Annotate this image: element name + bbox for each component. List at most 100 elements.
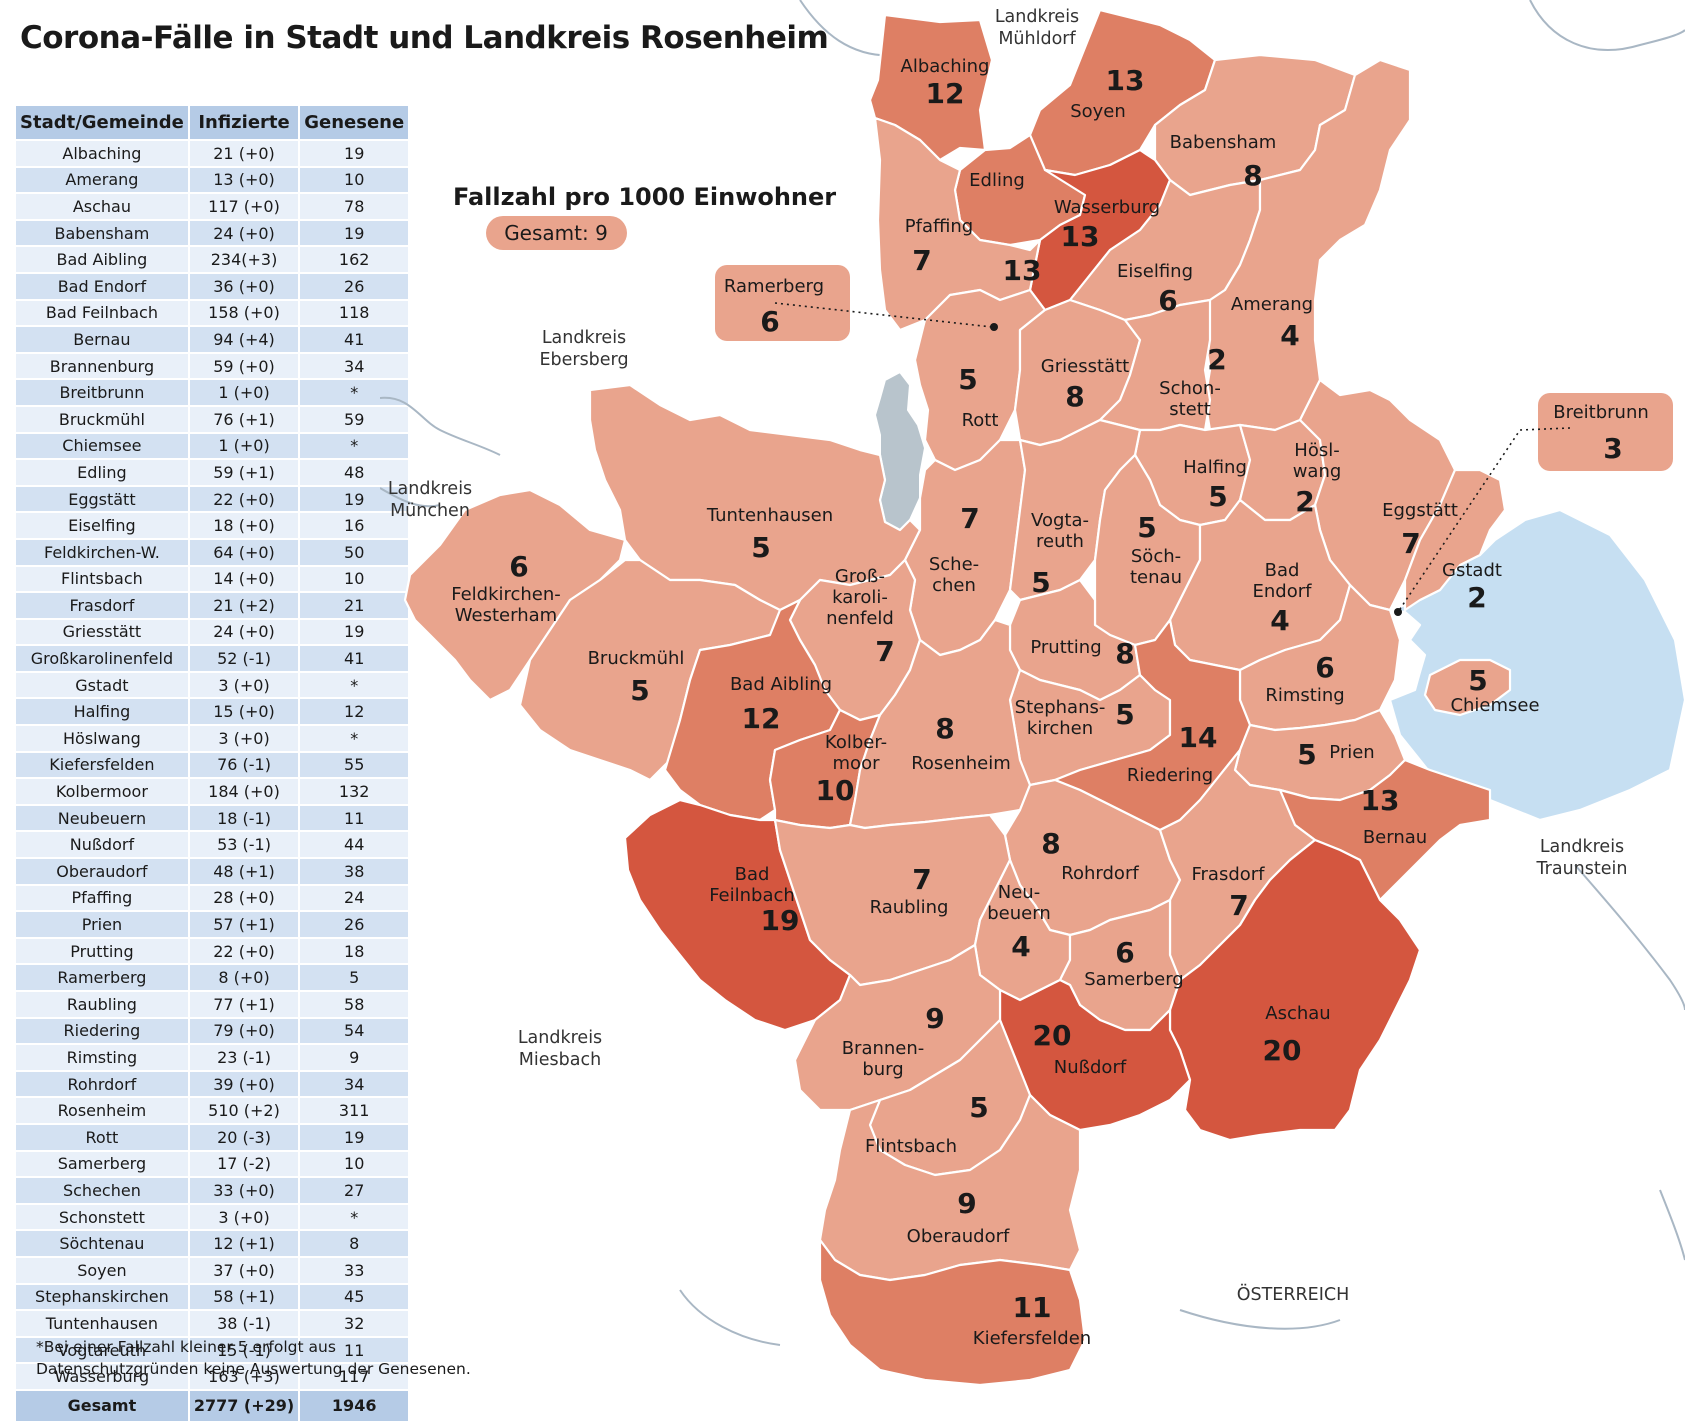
- table-row: Bernau 94 (+4) 41: [14, 325, 411, 354]
- region-name-line: moor: [833, 753, 881, 774]
- region-name-line: Feilnbach: [709, 885, 795, 906]
- cell-city: Stephanskirchen: [14, 1282, 190, 1312]
- cell-recovered: 27: [298, 1176, 411, 1205]
- region-value-brannenburg: 9: [925, 1002, 944, 1035]
- table-row: Edling 59 (+1) 48: [14, 458, 411, 487]
- region-label-soyen: Soyen: [1070, 101, 1126, 122]
- total-infected: 2777 (+29): [187, 1388, 301, 1423]
- cell-recovered: 34: [298, 1069, 411, 1099]
- cell-city: Eggstätt: [14, 484, 190, 514]
- region-value-schechen: 7: [960, 502, 979, 535]
- table-row: Eiselfing 18 (+0) 16: [14, 511, 411, 540]
- region-name-line: wang: [1293, 461, 1342, 482]
- column-header-city: Stadt/Gemeinde: [14, 104, 190, 141]
- neighbor-label: Landkreis Mühldorf: [995, 7, 1079, 49]
- region-value-vogtareuth: 5: [1031, 566, 1050, 599]
- column-header-recovered: Genesene: [298, 104, 411, 141]
- region-value-pfaffing: 7: [912, 244, 931, 277]
- cell-infected: 77 (+1): [187, 990, 301, 1019]
- region-name-line: Riedering: [1127, 765, 1213, 786]
- cell-city: Pfaffing: [14, 883, 190, 913]
- region-name-line: Prutting: [1030, 637, 1101, 658]
- table-row: Bruckmühl 76 (+1) 59: [14, 404, 411, 434]
- region-label-amerang: Amerang: [1231, 294, 1313, 315]
- region-name-line: Flintsbach: [865, 1136, 957, 1157]
- cell-infected: 33 (+0): [187, 1176, 301, 1205]
- cell-city: Aschau: [14, 192, 190, 221]
- cell-infected: 18 (+0): [187, 511, 301, 540]
- region-name-line: Tuntenhausen: [706, 505, 833, 526]
- region-label-grosskarolinenfeld: Groß-karoli-nenfeld: [826, 566, 894, 629]
- cell-recovered: 10: [298, 165, 411, 195]
- region-label-schonstett: Schon-stett: [1159, 378, 1221, 420]
- region-value-stephanskirchen: 5: [1115, 698, 1134, 731]
- region-label-edling: Edling: [969, 170, 1025, 191]
- legend-total-label: Gesamt: 9: [504, 221, 608, 245]
- cell-city: Soyen: [14, 1255, 190, 1285]
- cell-city: Bad Feilnbach: [14, 298, 190, 328]
- table-row: Nußdorf 53 (-1) 44: [14, 830, 411, 860]
- region-label-samerberg: Samerberg: [1084, 969, 1183, 990]
- region-name-line: Chiemsee: [1450, 695, 1539, 716]
- region-name-line: Rosenheim: [911, 753, 1011, 774]
- region-label-raubling: Raubling: [870, 897, 949, 918]
- table-total-row: Gesamt 2777 (+29) 1946: [14, 1388, 411, 1423]
- region-name-line: Bernau: [1363, 827, 1427, 848]
- cell-recovered: 55: [298, 750, 411, 780]
- cell-infected: 76 (-1): [187, 750, 301, 780]
- region-name-line: chen: [932, 575, 976, 596]
- cell-recovered: 311: [298, 1096, 411, 1125]
- region-name-line: Kiefersfelden: [973, 1328, 1091, 1349]
- table-row: Ramerberg 8 (+0) 5: [14, 963, 411, 992]
- region-name-line: Edling: [969, 170, 1025, 191]
- table-row: Pfaffing 28 (+0) 24: [14, 883, 411, 913]
- table-row: Albaching 21 (+0) 19: [14, 139, 411, 168]
- cell-infected: 94 (+4): [187, 325, 301, 354]
- cell-recovered: 45: [298, 1282, 411, 1312]
- cell-infected: 37 (+0): [187, 1255, 301, 1285]
- region-amerang: [1203, 58, 1412, 432]
- cell-infected: 18 (-1): [187, 803, 301, 833]
- region-value-breitbrunn: 3: [1603, 432, 1622, 465]
- region-kiefersfelden: [818, 1238, 1087, 1387]
- cell-recovered: 11: [298, 803, 411, 833]
- region-name-line: Amerang: [1231, 294, 1313, 315]
- cell-recovered: 18: [298, 936, 411, 966]
- region-name-line: Eiselfing: [1117, 261, 1193, 282]
- ramerberg-dot: [990, 323, 998, 331]
- region-label-soechtenau: Söch-tenau: [1130, 546, 1182, 588]
- cell-recovered: 44: [298, 830, 411, 860]
- region-value-tuntenhausen: 5: [751, 531, 770, 564]
- region-value-amerang: 4: [1280, 319, 1299, 352]
- table-row: Schonstett 3 (+0) *: [14, 1202, 411, 1232]
- cell-infected: 234(+3): [187, 245, 301, 274]
- region-label-badaibling: Bad Aibling: [730, 674, 832, 695]
- region-label-rimsting: Rimsting: [1265, 685, 1344, 706]
- table-body: Albaching 21 (+0) 19 Amerang 13 (+0) 10 Aschau…: [14, 139, 411, 1391]
- region-label-oberaudorf: Oberaudorf: [907, 1226, 1010, 1247]
- cell-infected: 22 (+0): [187, 936, 301, 966]
- cell-recovered: 118: [298, 298, 411, 328]
- region-value-badendorf: 4: [1270, 604, 1289, 637]
- region-value-aschau: 20: [1263, 1034, 1302, 1067]
- region-value-schonstett: 2: [1207, 343, 1226, 376]
- region-value-rohrdorf: 8: [1041, 827, 1060, 860]
- cell-infected: 3 (+0): [187, 670, 301, 700]
- region-label-rosenheim: Rosenheim: [911, 753, 1011, 774]
- cell-infected: 76 (+1): [187, 404, 301, 434]
- cell-recovered: 19: [298, 484, 411, 514]
- cell-city: Höslwang: [14, 724, 190, 753]
- cell-city: Bad Endorf: [14, 271, 190, 301]
- table-row: Bad Endorf 36 (+0) 26: [14, 271, 411, 301]
- cell-infected: 52 (-1): [187, 644, 301, 673]
- cell-infected: 38 (-1): [187, 1309, 301, 1338]
- region-value-eggstaett: 7: [1401, 527, 1420, 560]
- cell-infected: 58 (+1): [187, 1282, 301, 1312]
- region-label-tuntenhausen: Tuntenhausen: [706, 505, 833, 526]
- cell-city: Rohrdorf: [14, 1069, 190, 1099]
- cell-city: Chiemsee: [14, 431, 190, 461]
- cell-recovered: 8: [298, 1229, 411, 1258]
- region-label-gstadt: Gstadt: [1442, 560, 1502, 581]
- neighbor-labels: Landkreis Mühldorf Landkreis Ebersberg Lan…: [388, 7, 1628, 1305]
- region-label-pfaffing: Pfaffing: [905, 216, 973, 237]
